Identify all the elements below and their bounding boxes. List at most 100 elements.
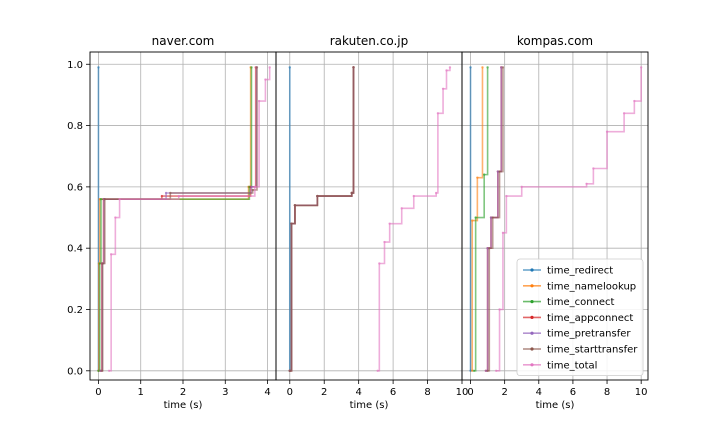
data-point-time_total — [253, 185, 257, 189]
data-point-time_pretransfer — [484, 369, 488, 372]
legend-marker-time_connect — [530, 300, 534, 304]
subplot-1: 0 1 2 3 4 time (s) naver.com 0.0 0.2 0.4 0.6 0.8 1.0 — [67, 34, 277, 411]
legend-marker-time_namelookup — [530, 284, 534, 288]
series-line-time_pretransfer — [289, 67, 355, 372]
subplot-title: naver.com — [152, 34, 215, 48]
data-point-time_pretransfer — [250, 185, 253, 189]
x-tick-label: 2 — [180, 387, 186, 398]
data-point-time_starttransfer — [486, 369, 489, 372]
data-point-time_starttransfer — [290, 222, 293, 225]
subplot-2: 0 2 4 6 8 10 time (s) rakuten.co.jp — [275, 34, 468, 411]
legend-label-time_namelookup: time_namelookup — [547, 281, 636, 292]
data-point-time_total — [118, 197, 121, 201]
data-point-time_starttransfer — [498, 170, 501, 173]
data-point-time_connect — [250, 66, 253, 69]
subplot-title: rakuten.co.jp — [330, 34, 408, 48]
data-point-time_total — [177, 194, 180, 198]
data-point-time_starttransfer — [316, 194, 319, 198]
data-point-time_pretransfer — [489, 216, 493, 219]
y-tick-label: 0.6 — [67, 182, 83, 193]
legend: time_redirect time_namelookup time_connect… — [516, 258, 644, 376]
data-point-time_starttransfer — [288, 369, 291, 372]
series-line-time_appconnect — [100, 67, 257, 372]
x-tick-label: 2 — [321, 387, 327, 398]
data-point-time_total — [378, 262, 381, 265]
data-point-time_total — [268, 66, 271, 69]
series-line-time_starttransfer — [101, 67, 258, 372]
data-point-time_starttransfer — [101, 262, 104, 265]
data-point-time_total — [400, 207, 403, 210]
data-point-time_starttransfer — [491, 216, 494, 219]
data-point-time_namelookup — [471, 369, 474, 372]
x-tick-label: 1 — [138, 387, 144, 398]
data-point-time_total — [605, 130, 609, 133]
data-point-time_pretransfer — [496, 170, 500, 173]
legend-marker-time_pretransfer — [530, 331, 534, 335]
legend-label-time_appconnect: time_appconnect — [547, 313, 633, 324]
x-tick-label: 8 — [424, 387, 430, 398]
data-point-time_starttransfer — [501, 66, 505, 69]
data-point-time_total — [107, 369, 111, 372]
y-tick-label: 1.0 — [67, 60, 83, 71]
x-axis-label: time (s) — [350, 400, 389, 411]
data-point-time_starttransfer — [100, 369, 104, 372]
legend-marker-time_total — [530, 363, 534, 367]
x-axis-label: time (s) — [164, 400, 203, 411]
data-point-time_total — [441, 87, 445, 90]
data-point-time_starttransfer — [350, 191, 353, 195]
subplot-title: kompas.com — [517, 34, 593, 48]
data-point-time_redirect — [288, 66, 291, 69]
data-point-time_total — [412, 194, 415, 198]
legend-box — [516, 258, 644, 376]
x-tick-label: 2 — [501, 387, 507, 398]
legend-label-time_starttransfer: time_starttransfer — [547, 345, 638, 356]
data-point-time_total — [501, 231, 505, 235]
series-line-time_namelookup — [471, 67, 484, 371]
data-point-time_pretransfer — [164, 191, 168, 195]
axes-frame — [461, 51, 649, 381]
series-line-time_appconnect — [289, 67, 355, 372]
data-point-time_total — [585, 182, 588, 186]
axes-frame — [275, 51, 463, 381]
data-point-time_starttransfer — [293, 204, 297, 207]
data-point-time_total — [494, 369, 498, 372]
data-point-time_total — [434, 191, 438, 195]
data-point-time_total — [376, 369, 379, 372]
x-tick-label: 4 — [264, 387, 270, 398]
data-point-time_redirect — [469, 369, 472, 372]
data-point-time_total — [388, 222, 391, 225]
x-tick-label: 8 — [604, 387, 610, 398]
series-line-time_total — [109, 67, 271, 372]
data-point-time_connect — [98, 262, 101, 265]
x-tick-label: 6 — [390, 387, 396, 398]
x-axis-label: time (s) — [536, 400, 575, 411]
x-tick-label: 0 — [95, 387, 101, 398]
data-point-time_redirect — [469, 66, 472, 69]
data-point-time_pretransfer — [486, 246, 489, 250]
data-point-time_total — [622, 112, 626, 115]
series-line-time_pretransfer — [100, 67, 258, 372]
data-point-time_connect — [486, 66, 489, 69]
y-tick-label: 0.4 — [67, 244, 83, 255]
x-tick-label: 3 — [222, 387, 228, 398]
data-point-time_total — [445, 69, 448, 72]
data-point-time_total — [505, 194, 508, 198]
x-tick-label: 0 — [467, 387, 473, 398]
data-point-time_pretransfer — [500, 66, 503, 69]
data-point-time_starttransfer — [169, 191, 172, 195]
legend-marker-time_redirect — [530, 268, 534, 272]
data-point-time_namelookup — [476, 176, 479, 179]
data-point-time_appconnect — [160, 194, 164, 198]
series-line-time_namelookup — [98, 67, 252, 372]
legend-marker-time_starttransfer — [530, 347, 534, 351]
data-point-time_starttransfer — [352, 66, 355, 69]
data-point-time_total — [448, 66, 452, 69]
legend-label-time_pretransfer: time_pretransfer — [547, 329, 631, 340]
data-point-time_total — [633, 99, 636, 103]
series-line-time_connect — [289, 67, 355, 372]
x-tick-label: 4 — [536, 387, 542, 398]
data-point-time_connect — [474, 216, 477, 219]
data-point-time_starttransfer — [488, 246, 491, 250]
data-point-time_total — [257, 99, 261, 103]
